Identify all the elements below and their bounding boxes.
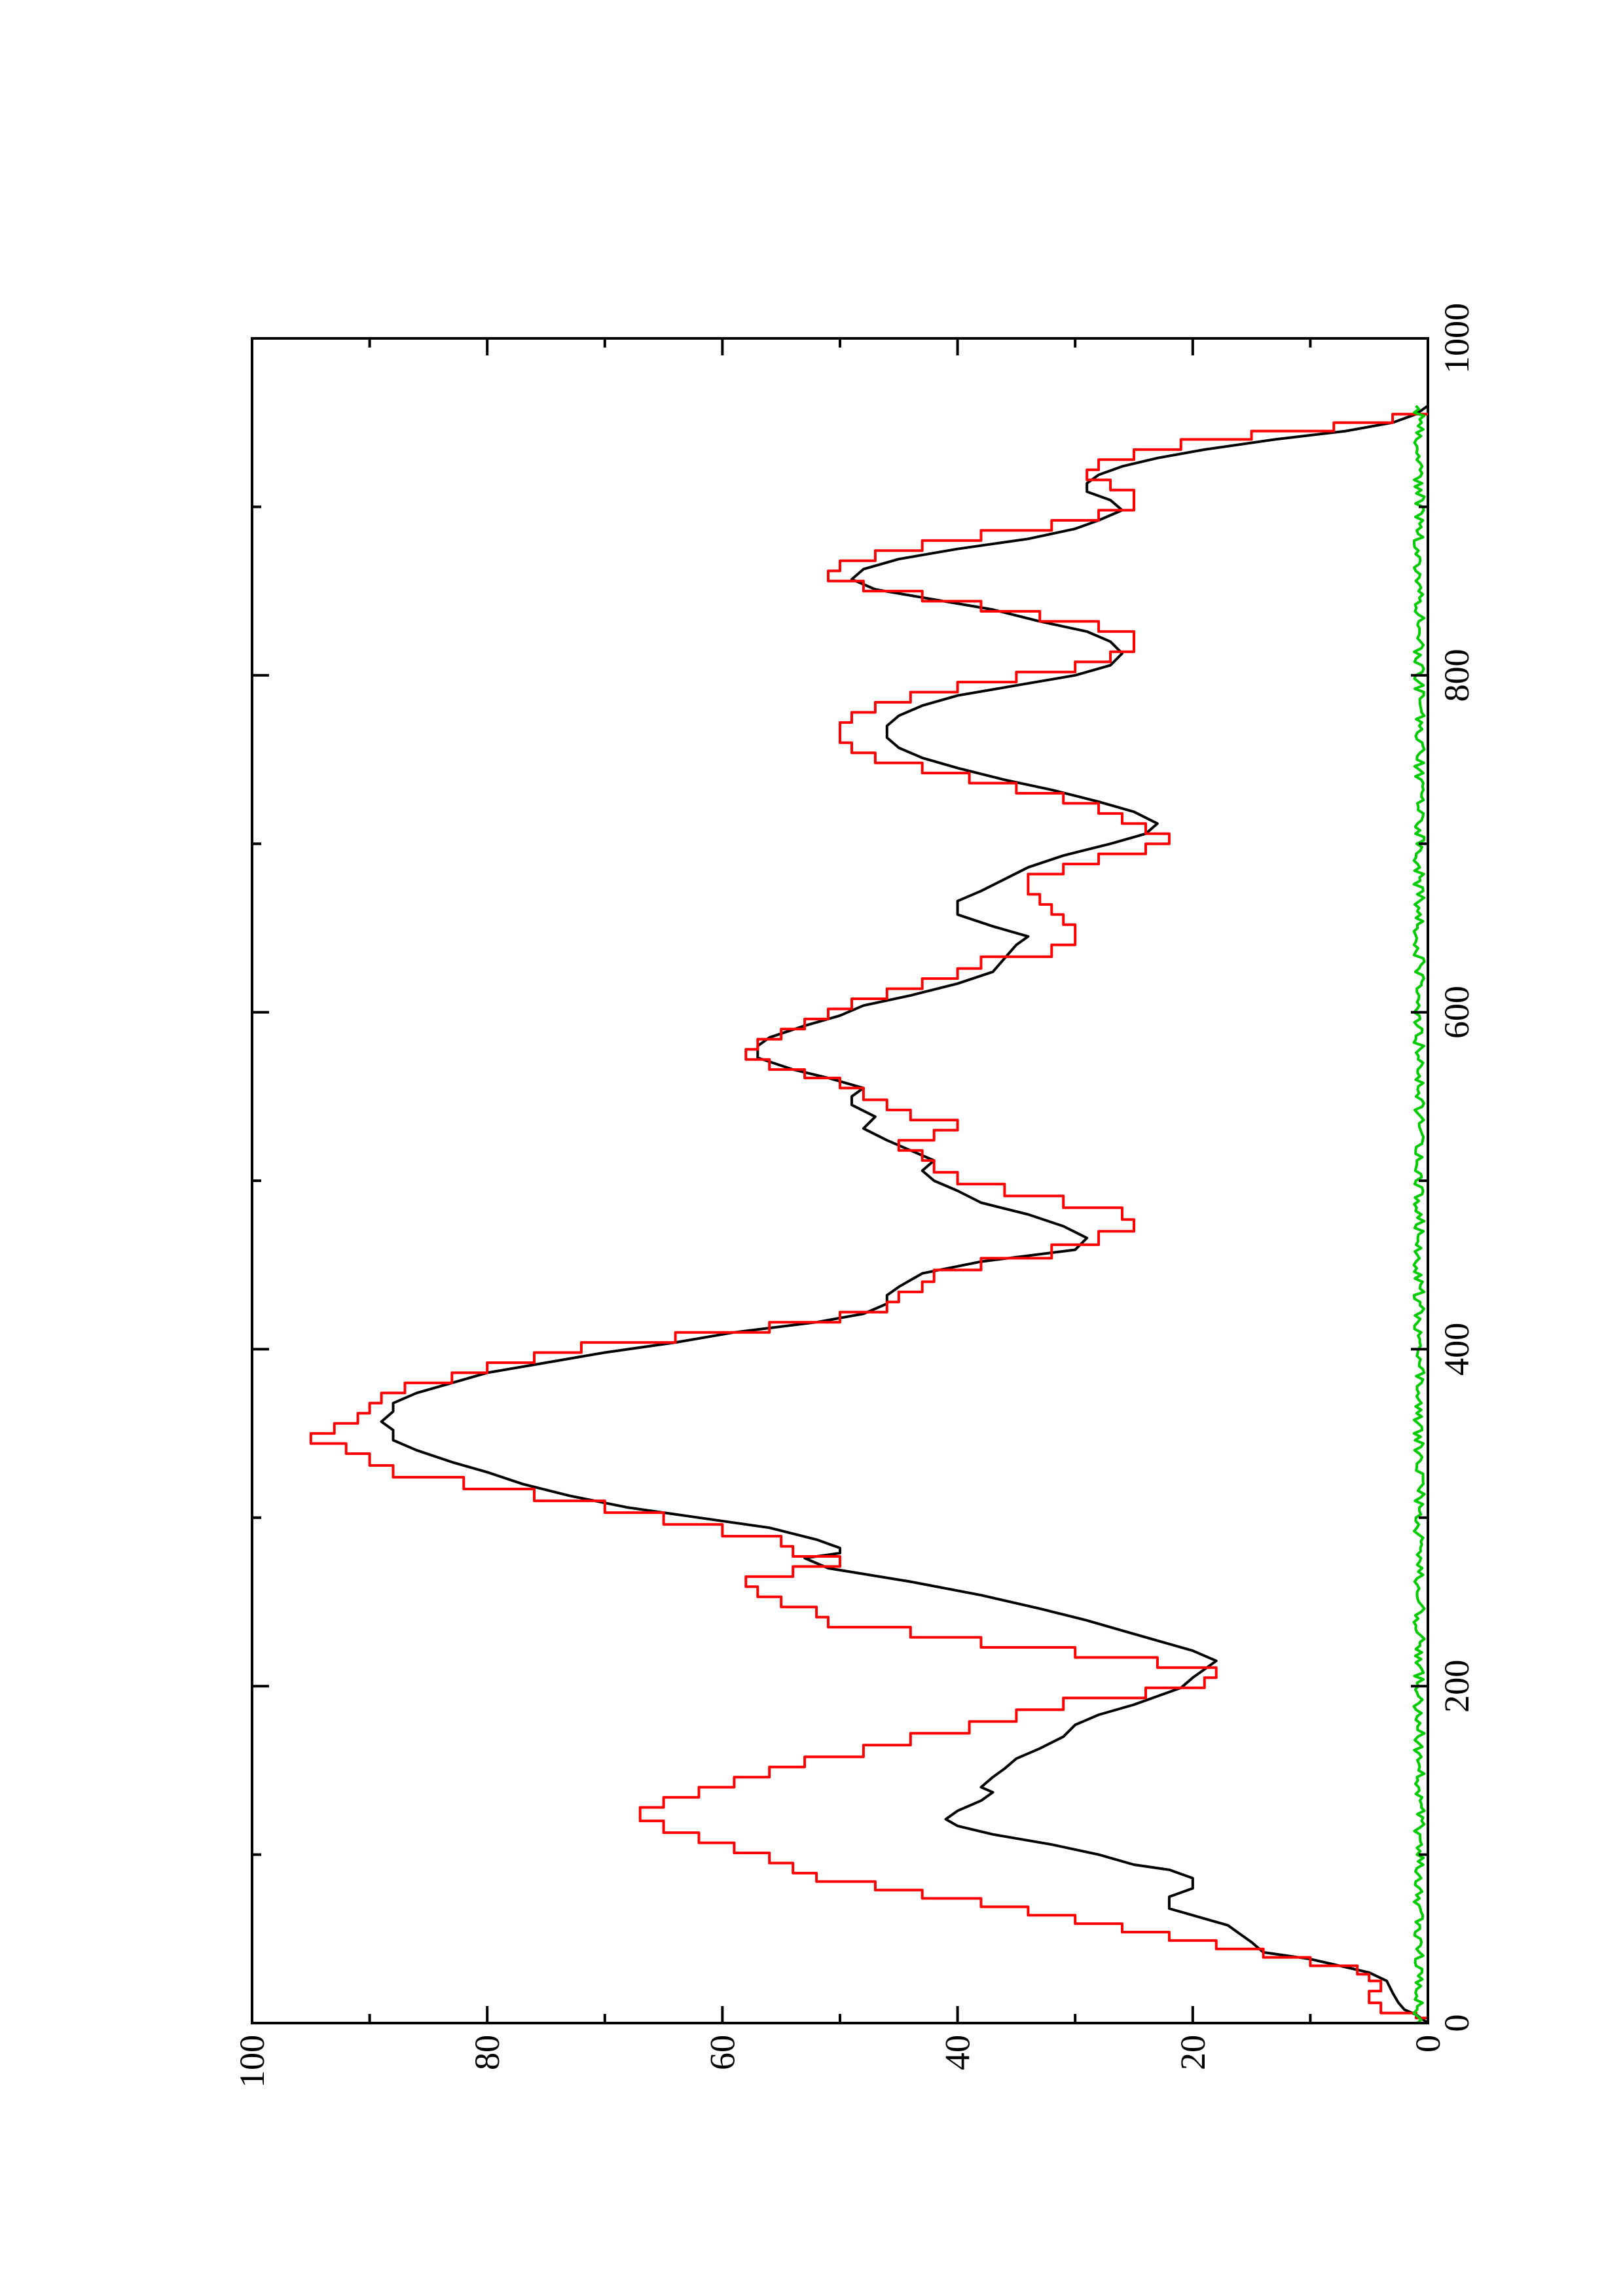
x-tick-label: 400	[1437, 1323, 1476, 1376]
series-line-1	[380, 404, 1429, 2024]
y-tick-label: 100	[232, 2035, 272, 2088]
x-tick-label: 0	[1437, 2015, 1476, 2032]
series-line-2	[309, 412, 1429, 2023]
chart-rotated-group: 0 200 400 600 800 1000 0 20 40 60 80 100	[232, 303, 1476, 2088]
y-tick-label: 60	[702, 2035, 742, 2070]
x-tick-label: 1000	[1437, 303, 1476, 374]
y-tick-label: 40	[938, 2035, 977, 2070]
x-tick-label: 200	[1437, 1660, 1476, 1713]
x-tick-label: 600	[1437, 986, 1476, 1039]
y-tick-label: 20	[1173, 2035, 1213, 2070]
y-tick-label: 80	[467, 2035, 507, 2070]
x-axis: 0 200 400 600 800 1000	[252, 303, 1476, 2032]
y-tick-label: 0	[1408, 2035, 1448, 2053]
series-line-3	[1412, 404, 1426, 2024]
series-layer	[309, 404, 1429, 2024]
x-tick-label: 800	[1437, 649, 1476, 702]
plot-frame	[251, 337, 1429, 2024]
y-axis: 0 20 40 60 80 100	[232, 338, 1448, 2088]
